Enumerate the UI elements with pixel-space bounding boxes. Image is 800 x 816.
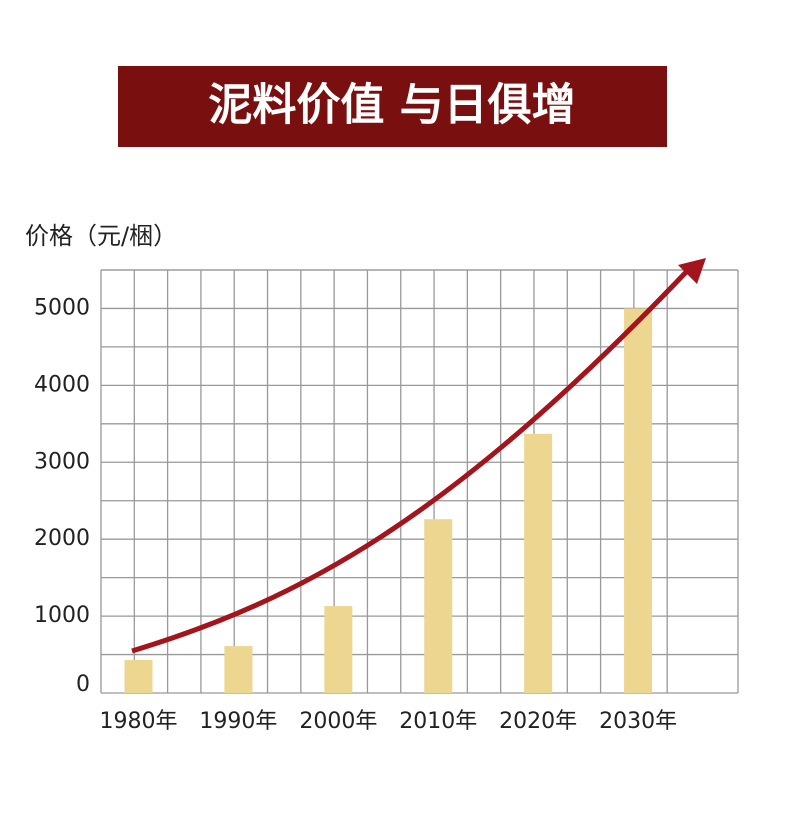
x-tick-label: 1980年 xyxy=(100,709,178,734)
bar xyxy=(224,646,253,693)
chart-title: 泥料价值 与日俱增 xyxy=(208,80,575,131)
bar xyxy=(124,659,153,693)
bar xyxy=(624,308,653,693)
x-tick-label: 2020年 xyxy=(499,709,577,734)
y-tick-label: 5000 xyxy=(34,295,90,320)
x-tick-label: 2010年 xyxy=(399,709,477,734)
bar xyxy=(324,606,353,693)
x-tick-label: 1990年 xyxy=(199,709,277,734)
y-axis-label: 价格（元/梱） xyxy=(25,222,177,250)
y-tick-label: 0 xyxy=(76,672,90,697)
y-tick-label: 2000 xyxy=(34,526,90,551)
arrow-head xyxy=(678,258,706,284)
bars xyxy=(124,308,653,693)
bar xyxy=(524,433,553,693)
y-tick-label: 3000 xyxy=(34,449,90,474)
x-tick-label: 2000年 xyxy=(299,709,377,734)
title-banner xyxy=(118,66,667,147)
trend-arrow xyxy=(131,266,692,654)
y-tick-label: 4000 xyxy=(34,372,90,397)
y-tick-label: 1000 xyxy=(34,603,90,628)
x-tick-label: 2030年 xyxy=(599,709,677,734)
bar xyxy=(424,519,453,693)
